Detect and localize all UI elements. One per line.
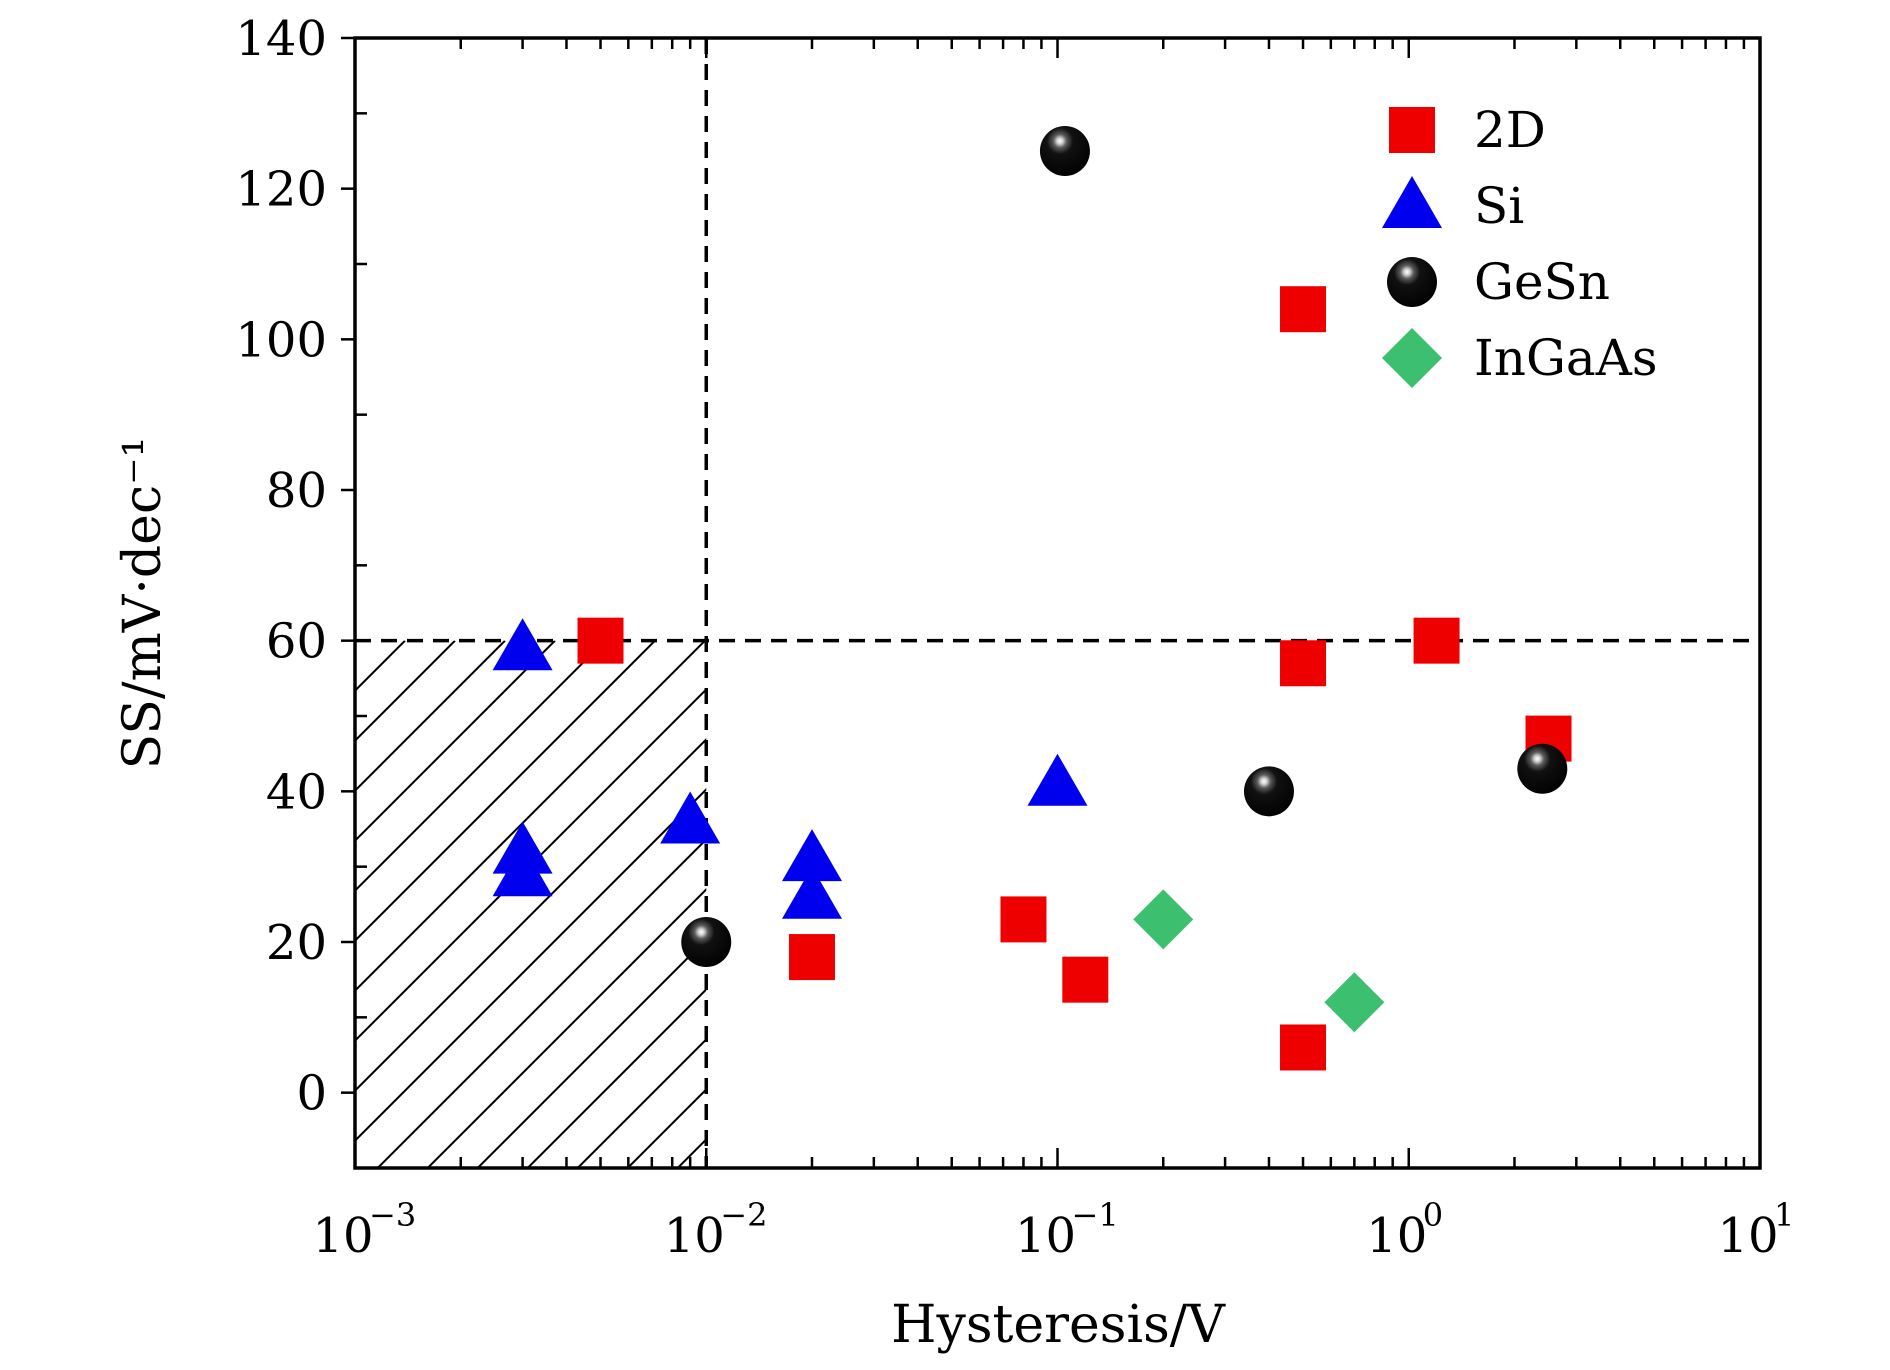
gesn-point (681, 917, 732, 967)
y-axis-label: SS/mV·dec⁻¹ (113, 437, 173, 770)
legend-label: GeSn (1474, 253, 1610, 311)
data-points (492, 126, 1572, 1071)
hatch-line (355, 640, 406, 693)
2d-point (1280, 640, 1327, 687)
hatch-line (355, 640, 656, 943)
si-point (1027, 753, 1088, 806)
hatched-region (355, 640, 707, 1168)
legend-marker (1382, 328, 1442, 388)
x-tick-exponent: −3 (369, 1196, 416, 1234)
gesn-point (1039, 126, 1090, 176)
2d-point (577, 617, 624, 664)
x-tick-exponent: 0 (1423, 1196, 1443, 1234)
si-point (781, 866, 842, 919)
legend-marker (1382, 176, 1442, 228)
hatch-line (355, 738, 707, 1093)
ingaas-point (1324, 972, 1385, 1033)
gesn-point (1243, 766, 1294, 817)
hatch-line (355, 640, 506, 793)
si-point (492, 844, 553, 897)
x-tick-label: 10 (1015, 1208, 1076, 1264)
hatch-line (355, 640, 556, 843)
hatch-line (355, 640, 456, 743)
legend-entry-si: Si (1382, 176, 1524, 235)
legend-entry-2d: 2D (1389, 101, 1546, 159)
x-tick-label: 10 (1366, 1208, 1427, 1264)
2d-point (1280, 286, 1327, 333)
hatch-line (676, 1138, 707, 1168)
2d-point (1000, 896, 1047, 943)
y-tick-label: 0 (296, 1066, 327, 1122)
legend-marker (1387, 257, 1437, 307)
reference-lines (355, 38, 1760, 1168)
ingaas-point (1133, 889, 1194, 950)
hatch-line (355, 788, 707, 1143)
series-2d (577, 286, 1572, 1071)
hatch-line (426, 888, 707, 1168)
y-tick-label: 120 (235, 162, 327, 218)
x-tick-label: 10 (312, 1208, 373, 1264)
y-tick-label: 140 (235, 11, 327, 67)
2d-point (788, 934, 835, 981)
2d-point (1280, 1024, 1327, 1071)
legend: 2D Si GeSn InGaAs (1382, 101, 1657, 388)
y-tick-label: 100 (235, 312, 327, 368)
hatch-line (526, 988, 707, 1168)
hatch-pattern (355, 640, 707, 1168)
legend-marker (1389, 107, 1435, 153)
series-ingaas (1133, 889, 1385, 1033)
series-si (492, 618, 1088, 919)
2d-point (1062, 956, 1109, 1003)
y-tick-label: 60 (266, 614, 327, 670)
hatch-line (576, 1038, 707, 1168)
legend-label: InGaAs (1474, 329, 1657, 387)
x-tick-exponent: −1 (1072, 1196, 1119, 1234)
legend-label: 2D (1474, 101, 1546, 159)
si-point (781, 829, 842, 882)
si-point (660, 791, 721, 844)
legend-label: Si (1474, 177, 1524, 235)
gesn-point (1517, 743, 1568, 794)
hatch-line (476, 938, 707, 1168)
x-axis-label: Hysteresis/V (891, 1295, 1226, 1355)
y-tick-label: 80 (266, 463, 327, 519)
si-point (492, 618, 553, 671)
hatch-line (376, 838, 707, 1168)
x-tick-label: 10 (664, 1208, 725, 1264)
legend-entry-ingaas: InGaAs (1382, 328, 1657, 388)
hatch-line (355, 640, 706, 993)
x-tick-label: 10 (1717, 1208, 1778, 1264)
hatch-line (355, 640, 606, 893)
x-tick-exponent: 1 (1774, 1196, 1794, 1234)
legend-entry-gesn: GeSn (1387, 253, 1610, 311)
hatch-line (355, 688, 707, 1043)
plot-frame (353, 36, 1762, 1170)
axes (341, 36, 1762, 1170)
series-gesn (681, 126, 1568, 967)
y-tick-label: 40 (266, 764, 327, 820)
y-tick-label: 20 (266, 915, 327, 971)
2d-point (1413, 617, 1460, 664)
x-tick-exponent: −2 (720, 1196, 767, 1234)
